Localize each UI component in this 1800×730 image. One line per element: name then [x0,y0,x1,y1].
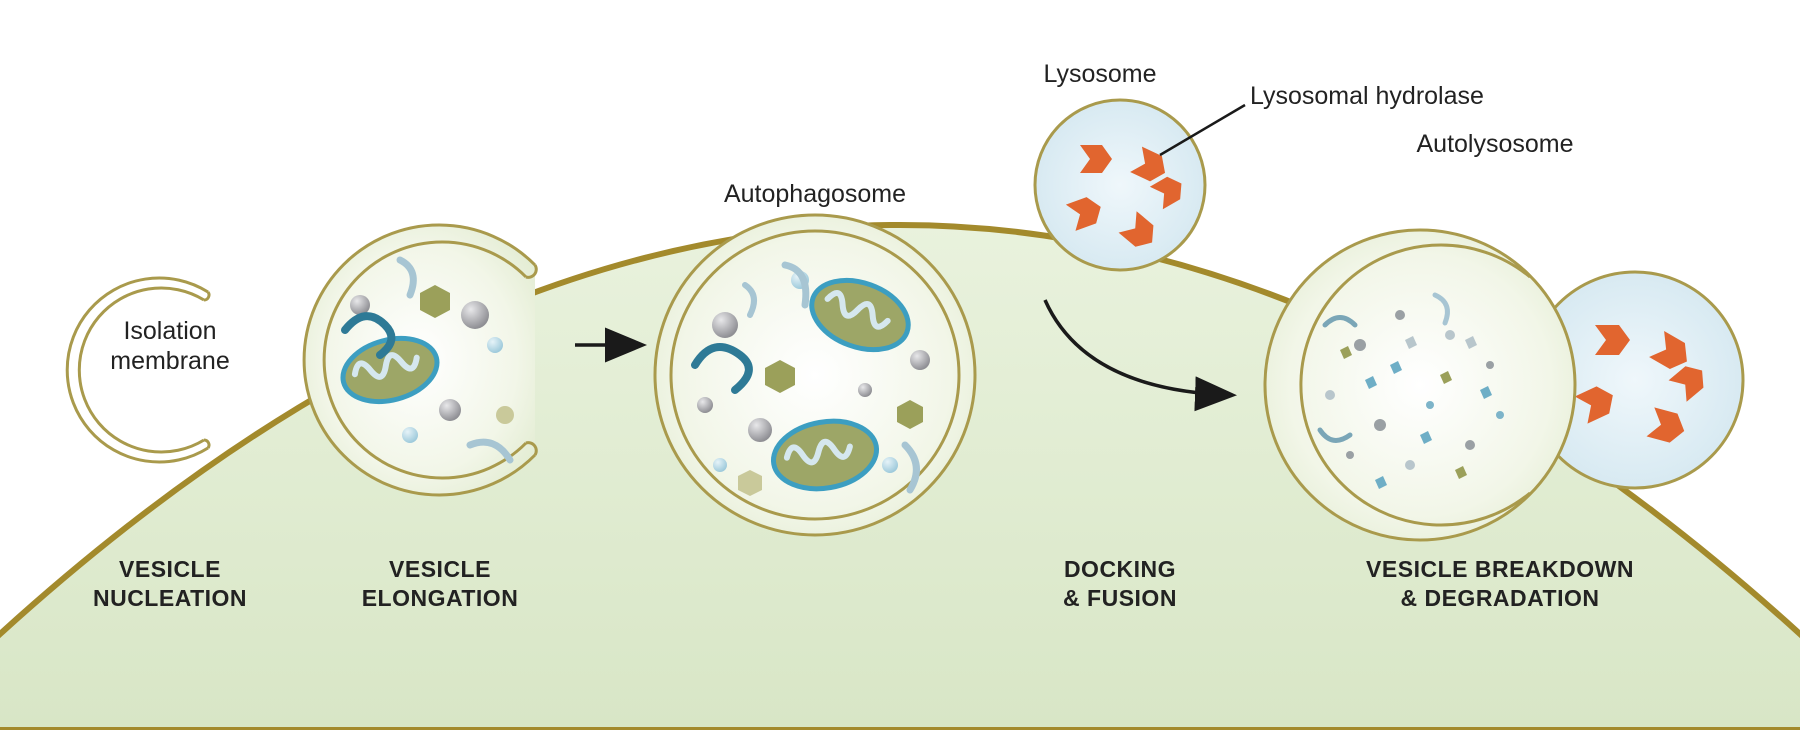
autolysosome-label: Autolysosome [1370,130,1620,159]
lysosome-label: Lysosome [1010,60,1190,89]
isolation-membrane-label: Isolation membrane [100,316,240,376]
lysosome [1035,100,1205,270]
stage-elongation: VESICLE ELONGATION [320,555,560,613]
autophagosome [655,215,975,535]
stage-docking: DOCKING & FUSION [1010,555,1230,613]
stage-nucleation: VESICLE NUCLEATION [60,555,280,613]
autophagosome-label: Autophagosome [700,180,930,209]
stage-breakdown: VESICLE BREAKDOWN & DEGRADATION [1310,555,1690,613]
lysosomal-hydrolase-label: Lysosomal hydrolase [1250,82,1550,111]
autolysosome [1265,230,1743,540]
